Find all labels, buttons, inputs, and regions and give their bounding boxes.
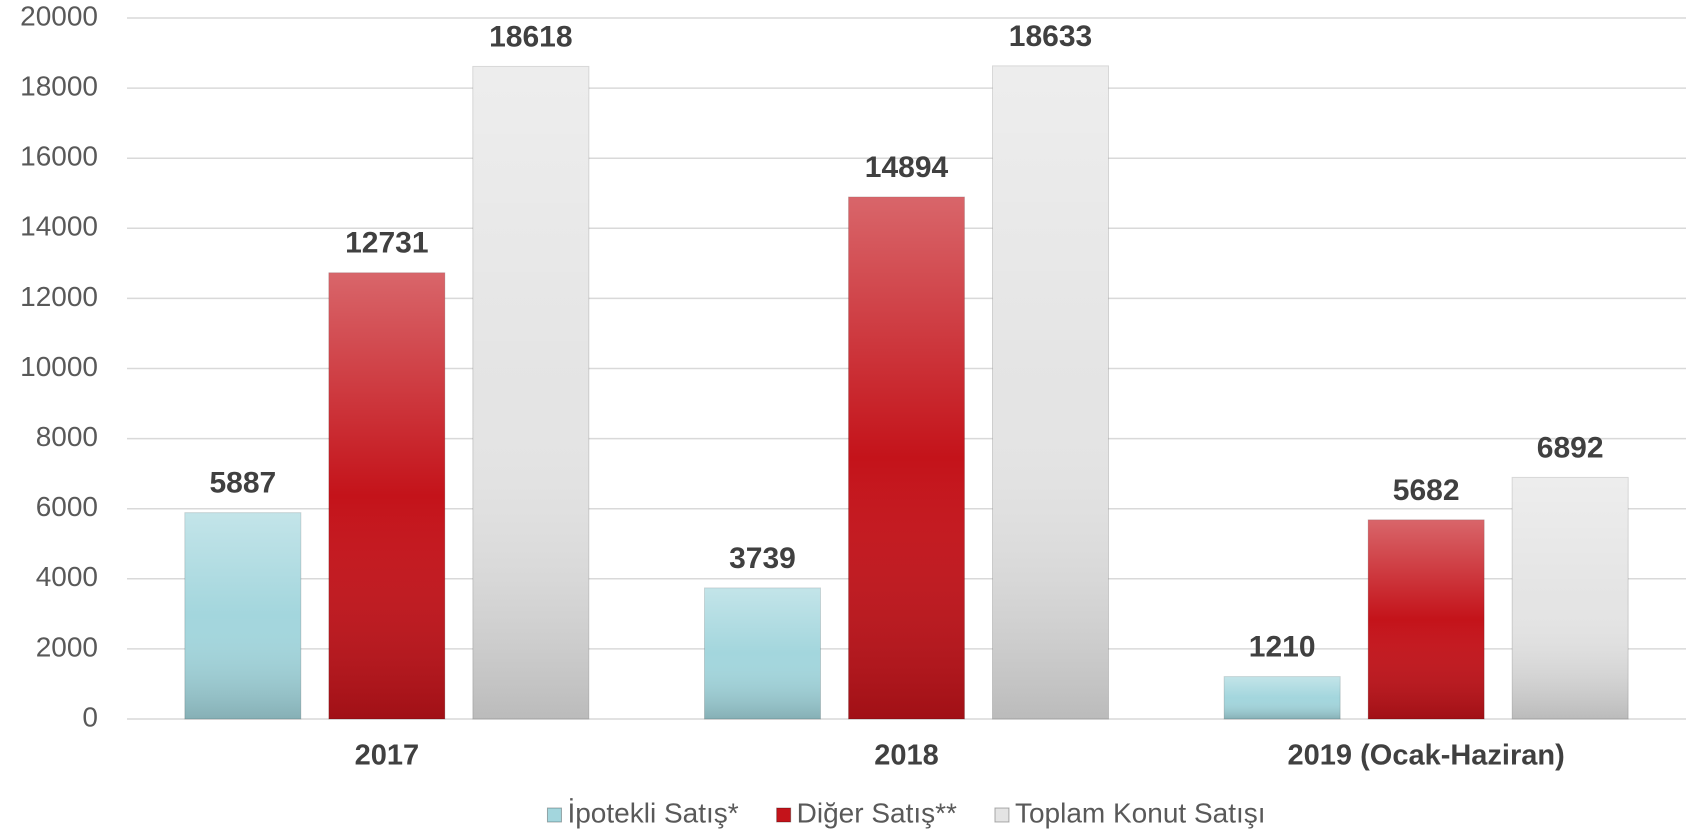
y-tick-label: 8000	[36, 421, 98, 452]
bar	[1223, 676, 1341, 720]
x-tick-label: 2017	[355, 740, 420, 772]
y-tick-label: 20000	[20, 0, 98, 31]
data-label: 5887	[209, 467, 276, 500]
y-tick-label: 6000	[36, 491, 98, 522]
y-tick-label: 2000	[36, 631, 98, 662]
bar	[1511, 476, 1629, 720]
y-tick-label: 18000	[20, 70, 98, 101]
x-tick-label: 2019 (Ocak-Haziran)	[1288, 740, 1565, 772]
y-tick-label: 12000	[20, 281, 98, 312]
data-label: 18618	[489, 20, 572, 53]
y-tick-label: 14000	[20, 211, 98, 242]
legend-label: Toplam Konut Satışı	[1015, 797, 1266, 828]
data-label: 14894	[865, 151, 949, 184]
x-tick-label: 2018	[874, 740, 939, 772]
bar	[328, 272, 446, 720]
bar	[184, 512, 302, 720]
legend-swatch	[994, 807, 1010, 823]
data-label: 12731	[345, 227, 428, 260]
bar	[704, 587, 821, 720]
bar	[848, 196, 965, 720]
data-label: 1210	[1249, 631, 1316, 664]
bar	[1367, 519, 1485, 720]
y-tick-label: 16000	[20, 141, 98, 172]
y-tick-label: 0	[82, 701, 98, 732]
data-label: 5682	[1393, 474, 1460, 507]
legend-label: İpotekli Satış*	[567, 797, 738, 828]
bar	[472, 65, 590, 720]
legend-label: Diğer Satış**	[797, 797, 957, 828]
bar	[992, 65, 1109, 720]
data-label: 6892	[1537, 431, 1604, 464]
y-tick-label: 10000	[20, 351, 98, 382]
legend-swatch	[776, 807, 792, 823]
legend-swatch	[546, 807, 562, 823]
data-label: 18633	[1009, 20, 1092, 53]
y-tick-label: 4000	[36, 561, 98, 592]
data-label: 3739	[729, 542, 796, 575]
